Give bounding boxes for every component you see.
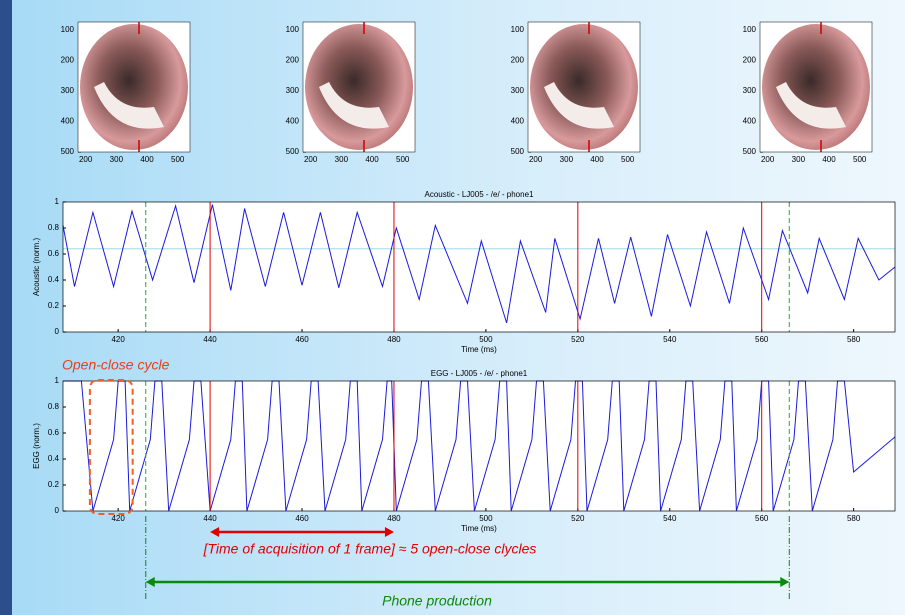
phone-label: Phone production — [382, 593, 492, 609]
x-tick-label: 500 — [479, 514, 493, 523]
y-tick-label: 100 — [743, 25, 757, 34]
y-tick-label: 0 — [55, 506, 60, 515]
x-axis-label: Time (ms) — [461, 345, 497, 354]
x-axis-label: Time (ms) — [461, 524, 497, 533]
y-tick-label: 200 — [286, 56, 300, 65]
y-tick-label: 0 — [55, 327, 60, 336]
frame-label: [Time of acquisition of 1 frame] ≈ 5 ope… — [203, 541, 537, 557]
x-tick-label: 560 — [755, 514, 769, 523]
y-tick-label: 1 — [55, 376, 60, 385]
y-tick-label: 0.4 — [48, 454, 60, 463]
y-tick-label: 500 — [61, 147, 75, 156]
y-tick-label: 200 — [511, 56, 525, 65]
y-tick-label: 0.4 — [48, 275, 60, 284]
x-tick-label: 400 — [365, 155, 379, 164]
y-tick-label: 400 — [511, 117, 525, 126]
y-tick-label: 400 — [286, 117, 300, 126]
y-tick-label: 0.2 — [48, 301, 60, 310]
y-tick-label: 400 — [743, 117, 757, 126]
x-tick-label: 560 — [755, 335, 769, 344]
y-tick-label: 300 — [511, 86, 525, 95]
left-strip — [0, 0, 12, 615]
x-tick-label: 200 — [529, 155, 543, 164]
x-tick-label: 300 — [110, 155, 124, 164]
y-tick-label: 500 — [286, 147, 300, 156]
y-tick-label: 1 — [55, 197, 60, 206]
x-tick-label: 300 — [560, 155, 574, 164]
y-axis-label: Acoustic (norm.) — [32, 238, 41, 297]
x-tick-label: 440 — [203, 335, 217, 344]
x-tick-label: 200 — [304, 155, 318, 164]
y-tick-label: 300 — [286, 86, 300, 95]
y-tick-label: 0.2 — [48, 480, 60, 489]
y-tick-label: 400 — [61, 117, 75, 126]
chart-title: EGG - LJ005 - /e/ - phone1 — [431, 369, 528, 378]
x-tick-label: 400 — [140, 155, 154, 164]
x-tick-label: 540 — [663, 335, 677, 344]
x-tick-label: 480 — [387, 514, 401, 523]
y-axis-label: EGG (norm.) — [32, 423, 41, 469]
y-tick-label: 200 — [61, 56, 75, 65]
x-tick-label: 400 — [822, 155, 836, 164]
y-tick-label: 0.8 — [48, 402, 60, 411]
x-tick-label: 580 — [847, 514, 861, 523]
cycle-label: Open-close cycle — [62, 357, 170, 373]
slide: Open-close cycle [Time of acquisition of… — [0, 0, 905, 615]
x-tick-label: 500 — [171, 155, 185, 164]
x-tick-label: 300 — [792, 155, 806, 164]
plot-area — [63, 202, 895, 332]
x-tick-label: 400 — [590, 155, 604, 164]
y-tick-label: 0.8 — [48, 223, 60, 232]
page: Open-close cycle [Time of acquisition of… — [0, 0, 905, 615]
x-tick-label: 500 — [621, 155, 635, 164]
x-tick-label: 200 — [79, 155, 93, 164]
y-tick-label: 0.6 — [48, 249, 60, 258]
x-tick-label: 500 — [396, 155, 410, 164]
y-tick-label: 100 — [61, 25, 75, 34]
x-tick-label: 420 — [111, 514, 125, 523]
x-tick-label: 500 — [479, 335, 493, 344]
chart-title: Acoustic - LJ005 - /e/ - phone1 — [425, 190, 535, 199]
x-tick-label: 440 — [203, 514, 217, 523]
y-tick-label: 300 — [61, 86, 75, 95]
x-tick-label: 520 — [571, 514, 585, 523]
y-tick-label: 300 — [743, 86, 757, 95]
x-tick-label: 500 — [853, 155, 867, 164]
x-tick-label: 520 — [571, 335, 585, 344]
x-tick-label: 460 — [295, 335, 309, 344]
x-tick-label: 420 — [111, 335, 125, 344]
x-tick-label: 200 — [761, 155, 775, 164]
y-tick-label: 0.6 — [48, 428, 60, 437]
x-tick-label: 580 — [847, 335, 861, 344]
x-tick-label: 460 — [295, 514, 309, 523]
x-tick-label: 480 — [387, 335, 401, 344]
x-tick-label: 540 — [663, 514, 677, 523]
y-tick-label: 100 — [511, 25, 525, 34]
y-tick-label: 200 — [743, 56, 757, 65]
x-tick-label: 300 — [335, 155, 349, 164]
y-tick-label: 500 — [511, 147, 525, 156]
y-tick-label: 500 — [743, 147, 757, 156]
y-tick-label: 100 — [286, 25, 300, 34]
